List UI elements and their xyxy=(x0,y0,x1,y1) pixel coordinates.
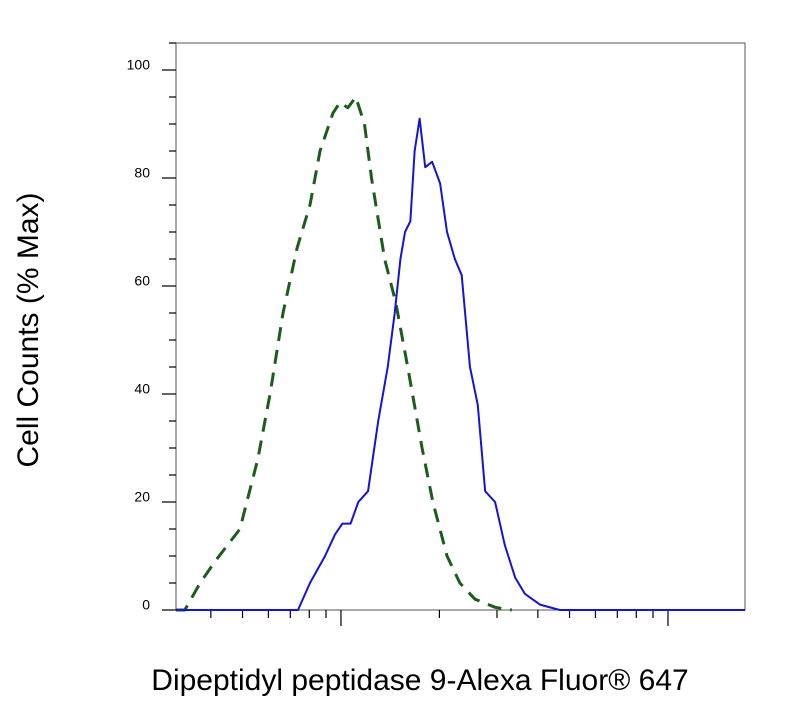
y-tick-label: 100 xyxy=(127,57,151,73)
y-tick-label: 60 xyxy=(134,273,150,289)
y-tick-label: 40 xyxy=(134,381,150,397)
y-axis-label: Cell Counts (% Max) xyxy=(12,192,45,467)
histogram-line xyxy=(176,95,513,612)
y-tick-label: 0 xyxy=(142,597,150,613)
histogram-line xyxy=(176,117,745,611)
y-tick-label: 20 xyxy=(134,489,150,505)
plot-frame xyxy=(175,42,746,611)
y-tick-label: 80 xyxy=(134,165,150,181)
x-axis-label: Dipeptidyl peptidase 9-Alexa Fluor® 647 xyxy=(151,664,688,697)
